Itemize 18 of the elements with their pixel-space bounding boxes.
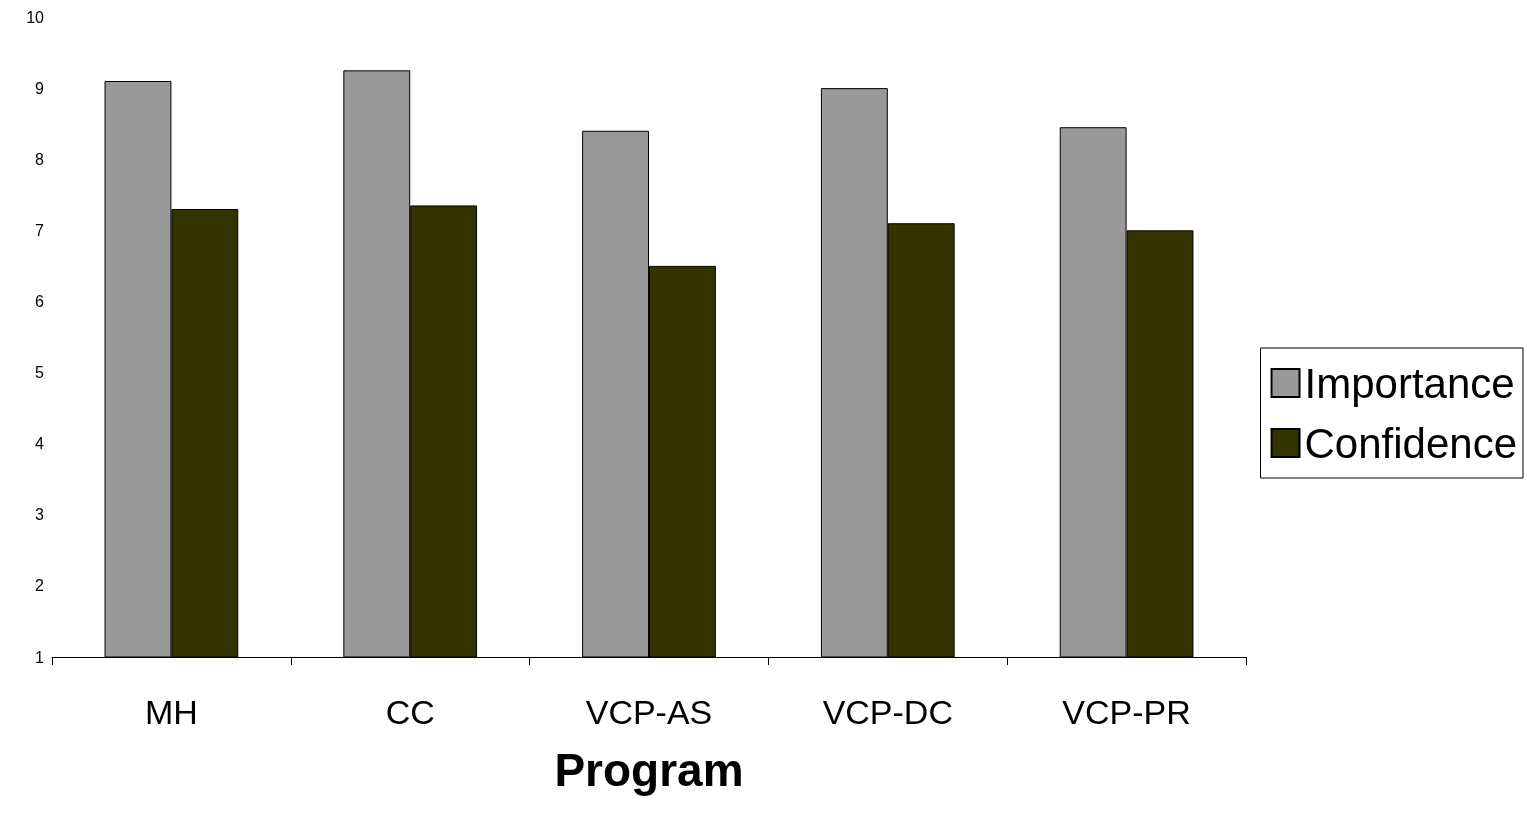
legend-label: Importance [1304,359,1515,407]
x-tick-label: VCP-PR [1062,693,1191,731]
x-tick-label: VCP-DC [822,693,953,731]
x-axis-title: Program [554,744,744,796]
y-tick-label: 7 [35,221,45,239]
y-tick-label: 3 [35,506,45,524]
y-tick-label: 8 [35,150,45,168]
y-tick-label: 9 [35,79,45,97]
y-tick-label: 5 [35,364,45,382]
y-tick-label: 10 [26,8,45,26]
y-tick-label: 2 [35,577,45,595]
x-tick-label: CC [385,693,435,731]
legend-label: Confidence [1304,419,1517,467]
x-tick-label: MH [144,693,198,731]
y-tick-label: 1 [35,648,45,666]
y-tick-label: 4 [35,435,45,453]
y-tick-label: 6 [35,292,45,310]
x-tick-label: VCP-AS [585,693,713,731]
